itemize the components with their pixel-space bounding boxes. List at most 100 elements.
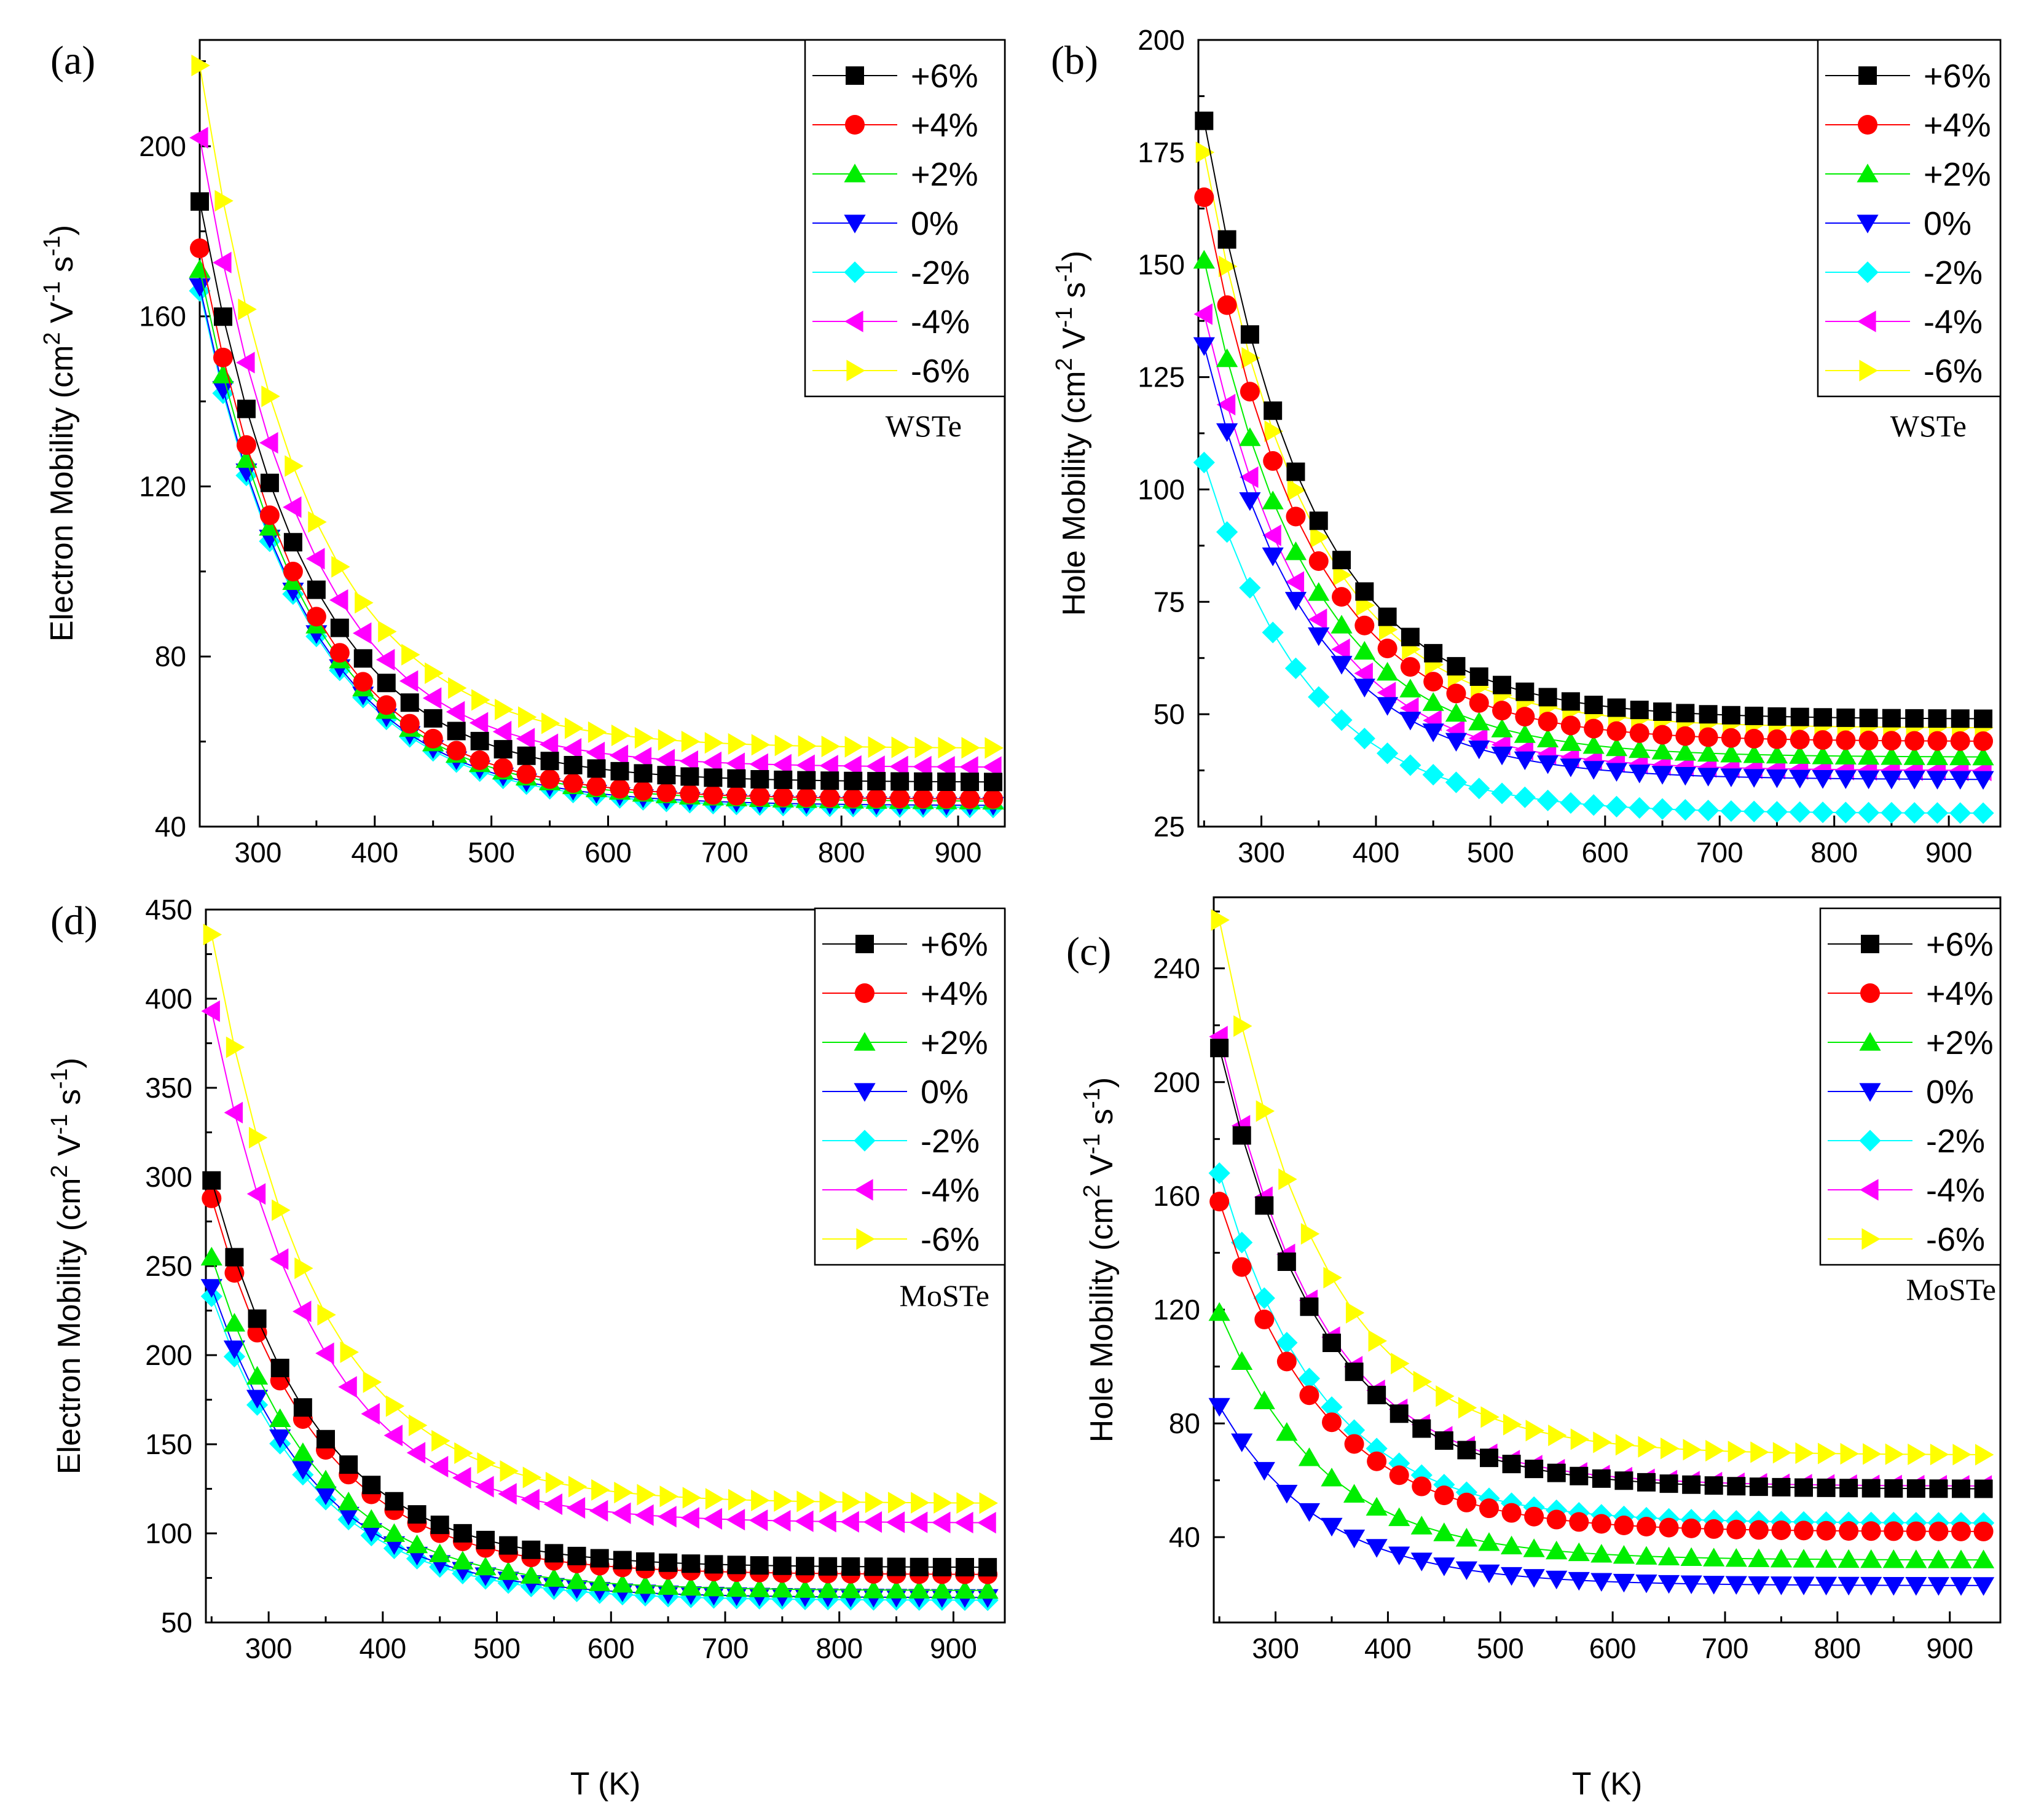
data-point <box>820 788 840 808</box>
data-point <box>1502 1455 1521 1474</box>
data-point <box>338 1376 357 1398</box>
data-point <box>377 674 396 693</box>
data-point <box>1399 678 1421 698</box>
data-point <box>819 1491 838 1513</box>
data-point <box>1927 731 1948 751</box>
data-point <box>1908 1443 1927 1466</box>
y-tick-label: 120 <box>1153 1294 1200 1326</box>
legend: +6% +4% +2% 0% -2% -4% -6% <box>804 39 1006 398</box>
y-tick-label: 175 <box>1138 136 1185 168</box>
data-point <box>248 1309 267 1328</box>
data-point <box>634 764 653 783</box>
data-point <box>407 1505 426 1524</box>
data-point <box>1400 657 1420 677</box>
series-+4% <box>1194 187 1994 752</box>
data-point <box>248 1127 268 1149</box>
series-+4% <box>190 238 1004 809</box>
legend-marker <box>1857 261 1879 283</box>
data-point <box>1322 1412 1342 1433</box>
y-tick-label: 80 <box>155 640 186 672</box>
data-point <box>611 1573 634 1593</box>
legend-label: -4% <box>911 304 970 340</box>
data-point <box>477 1452 496 1474</box>
data-point <box>545 1471 565 1493</box>
data-point <box>1210 1039 1229 1058</box>
data-point <box>959 756 978 778</box>
legend-label: +4% <box>921 975 988 1012</box>
data-point <box>269 1408 291 1427</box>
y-axis-title-superscript: -1 <box>1051 307 1077 328</box>
data-point <box>337 1506 360 1526</box>
x-tick-label: 900 <box>1925 836 1973 868</box>
data-point <box>1812 801 1834 824</box>
data-point <box>1840 1442 1859 1465</box>
data-point <box>1514 786 1536 808</box>
y-tick-label: 150 <box>145 1428 192 1460</box>
data-point <box>1681 1518 1702 1538</box>
data-point <box>375 648 395 671</box>
data-point <box>589 1572 611 1591</box>
x-tick-label: 800 <box>818 836 865 868</box>
data-point <box>541 712 560 734</box>
data-point <box>1276 1351 1297 1372</box>
y-tick-label: 250 <box>145 1250 192 1282</box>
y-axis-title-part: ) <box>1084 1077 1120 1088</box>
legend-marker <box>1859 360 1878 382</box>
data-point <box>1262 490 1284 509</box>
data-point <box>1240 325 1259 344</box>
data-point <box>1720 800 1742 822</box>
data-point <box>471 689 490 711</box>
data-point <box>1743 769 1765 788</box>
y-axis-title: Electron Mobility (cm2 V-1 s-1) <box>39 225 80 642</box>
data-point <box>1770 1576 1793 1595</box>
x-tick-label: 400 <box>1364 1632 1412 1664</box>
data-point <box>977 1580 999 1599</box>
data-point <box>1629 797 1651 819</box>
data-point <box>452 1551 474 1570</box>
data-point <box>1194 187 1214 207</box>
data-point <box>493 740 513 759</box>
data-point <box>1651 741 1673 760</box>
data-point <box>1262 621 1284 643</box>
material-label: MoSTe <box>899 1278 989 1313</box>
data-point <box>340 1341 359 1363</box>
legend: +6% +4% +2% 0% -2% -4% -6% <box>1817 39 2002 398</box>
data-point <box>1446 683 1466 704</box>
data-point <box>1354 663 1373 685</box>
data-point <box>1812 770 1834 789</box>
data-point <box>499 1536 518 1555</box>
panel-label: (a) <box>50 38 95 83</box>
data-point <box>796 754 815 776</box>
data-point <box>908 1579 930 1599</box>
data-point <box>400 693 419 712</box>
data-point <box>1606 721 1627 741</box>
data-point <box>984 773 1003 792</box>
legend-marker <box>1857 214 1879 234</box>
y-axis-title-superscript: -1 <box>39 235 65 256</box>
data-point <box>1605 763 1628 782</box>
data-point <box>1193 250 1215 269</box>
data-point <box>235 463 257 482</box>
series-+2% <box>1193 250 1994 766</box>
data-point <box>246 1366 269 1385</box>
legend-label: -2% <box>1924 254 1983 291</box>
data-point <box>1332 551 1351 570</box>
data-point <box>540 769 560 789</box>
data-point <box>1241 347 1260 369</box>
data-point <box>1794 1478 1813 1497</box>
data-point <box>454 1442 473 1465</box>
data-point <box>1331 709 1353 731</box>
data-point <box>259 431 278 454</box>
data-point <box>961 737 980 759</box>
data-point <box>1546 1509 1566 1530</box>
legend-label: +2% <box>921 1024 988 1061</box>
y-tick-label: 75 <box>1154 586 1185 618</box>
data-point <box>954 1579 976 1599</box>
data-point <box>1927 1577 1950 1596</box>
data-point <box>1881 770 1903 790</box>
data-point <box>283 561 303 581</box>
data-point <box>911 1492 930 1514</box>
data-point <box>1905 709 1924 728</box>
data-point <box>589 1500 608 1522</box>
data-point <box>634 727 654 749</box>
